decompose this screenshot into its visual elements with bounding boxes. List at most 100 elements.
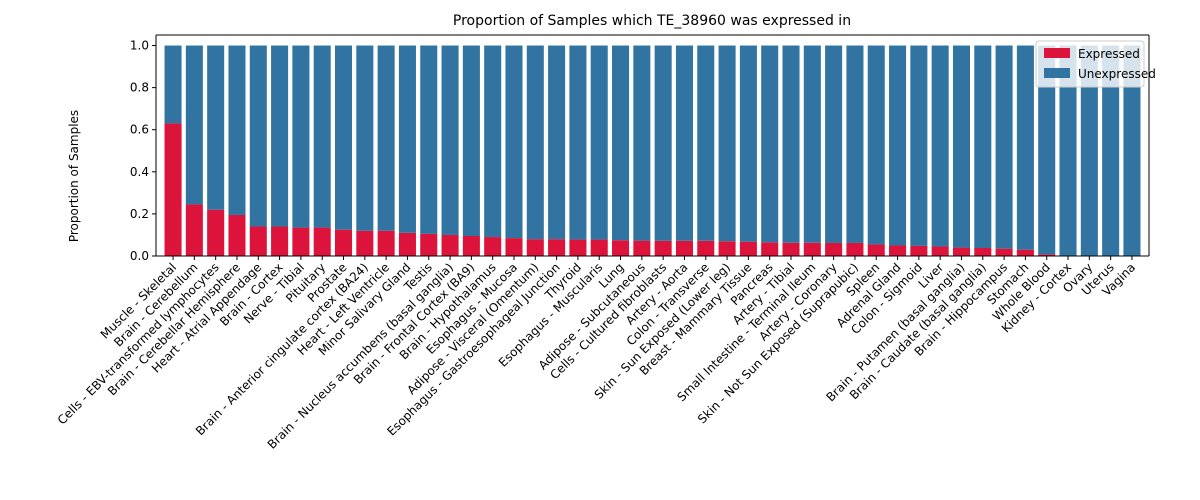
bar-unexpressed bbox=[739, 45, 757, 242]
bar-unexpressed bbox=[889, 45, 907, 246]
x-tick-label: Cells - EBV-transformed lymphocytes bbox=[55, 260, 222, 427]
bar-expressed bbox=[334, 229, 353, 256]
bar-unexpressed bbox=[846, 45, 864, 243]
legend-swatch bbox=[1044, 68, 1070, 78]
bar-expressed bbox=[952, 247, 971, 256]
bar-expressed bbox=[1038, 254, 1056, 256]
bar-expressed bbox=[207, 209, 225, 256]
y-tick-label: 0.8 bbox=[130, 81, 149, 95]
y-tick-label: 0.4 bbox=[130, 165, 149, 179]
chart-title: Proportion of Samples which TE_38960 was… bbox=[453, 13, 851, 29]
bar-unexpressed bbox=[185, 45, 203, 205]
bar-expressed bbox=[675, 240, 693, 256]
bar-unexpressed bbox=[548, 45, 566, 240]
bar-unexpressed bbox=[974, 45, 992, 249]
bar-unexpressed bbox=[654, 45, 672, 241]
bar-expressed bbox=[249, 226, 267, 256]
bar-expressed bbox=[803, 242, 821, 256]
bar-unexpressed bbox=[825, 45, 843, 243]
bar-expressed bbox=[377, 230, 395, 256]
bar-unexpressed bbox=[228, 45, 246, 215]
bar-expressed bbox=[313, 227, 331, 256]
bar-unexpressed bbox=[590, 45, 608, 240]
bar-expressed bbox=[931, 246, 949, 256]
bar-unexpressed bbox=[334, 45, 353, 230]
bar-unexpressed bbox=[1016, 45, 1034, 250]
bar-expressed bbox=[825, 242, 843, 256]
bar-unexpressed bbox=[910, 45, 928, 246]
bar-expressed bbox=[185, 204, 203, 256]
bar-expressed bbox=[995, 248, 1013, 256]
legend-label: Expressed bbox=[1078, 47, 1140, 61]
bar-unexpressed bbox=[697, 45, 715, 241]
bar-expressed bbox=[867, 244, 885, 256]
bar-unexpressed bbox=[1059, 45, 1077, 257]
bar-unexpressed bbox=[462, 45, 480, 237]
bar-unexpressed bbox=[356, 45, 374, 231]
bar-expressed bbox=[398, 232, 416, 256]
bar-expressed bbox=[739, 241, 757, 256]
bar-unexpressed bbox=[420, 45, 438, 234]
bar-unexpressed bbox=[1123, 45, 1141, 257]
bar-unexpressed bbox=[612, 45, 630, 241]
bar-expressed bbox=[548, 239, 566, 256]
bar-expressed bbox=[420, 233, 438, 256]
bar-unexpressed bbox=[1102, 45, 1120, 257]
bar-expressed bbox=[846, 242, 864, 256]
bar-expressed bbox=[356, 230, 374, 256]
bar-unexpressed bbox=[207, 45, 225, 210]
bar-expressed bbox=[526, 239, 544, 256]
bar-expressed bbox=[292, 227, 310, 256]
y-tick-label: 0.2 bbox=[130, 207, 149, 221]
bar-unexpressed bbox=[292, 45, 310, 228]
legend-swatch bbox=[1044, 48, 1070, 58]
bar-unexpressed bbox=[952, 45, 971, 248]
bar-expressed bbox=[761, 242, 779, 256]
bar-unexpressed bbox=[675, 45, 693, 241]
bar-expressed bbox=[697, 240, 715, 256]
bar-expressed bbox=[654, 240, 672, 256]
bar-unexpressed bbox=[633, 45, 651, 241]
bar-unexpressed bbox=[164, 45, 182, 124]
bar-unexpressed bbox=[441, 45, 459, 235]
bar-unexpressed bbox=[1038, 45, 1056, 255]
bar-unexpressed bbox=[803, 45, 821, 243]
bar-unexpressed bbox=[761, 45, 779, 243]
bar-expressed bbox=[271, 226, 289, 256]
bar-expressed bbox=[484, 237, 502, 256]
bar-unexpressed bbox=[377, 45, 395, 231]
bar-unexpressed bbox=[1080, 45, 1098, 257]
bar-unexpressed bbox=[569, 45, 587, 240]
bar-expressed bbox=[718, 241, 736, 256]
bar-expressed bbox=[462, 236, 480, 256]
bar-unexpressed bbox=[271, 45, 289, 227]
y-tick-label: 1.0 bbox=[130, 39, 149, 53]
bar-expressed bbox=[1016, 249, 1034, 256]
legend: Expressed Unexpressed bbox=[1035, 40, 1156, 88]
bar-expressed bbox=[441, 234, 459, 256]
bar-unexpressed bbox=[505, 45, 523, 239]
bar-expressed bbox=[910, 245, 928, 256]
bar-expressed bbox=[889, 245, 907, 256]
bar-unexpressed bbox=[782, 45, 800, 243]
bar-expressed bbox=[974, 248, 992, 256]
y-tick-label: 0.6 bbox=[130, 123, 149, 137]
legend-label: Unexpressed bbox=[1078, 67, 1156, 81]
y-tick-label: 0.0 bbox=[130, 249, 149, 263]
bar-unexpressed bbox=[931, 45, 949, 247]
bar-unexpressed bbox=[484, 45, 502, 238]
bar-expressed bbox=[782, 242, 800, 256]
bar-unexpressed bbox=[313, 45, 331, 228]
y-axis-label: Proportion of Samples bbox=[67, 110, 81, 242]
bar-unexpressed bbox=[867, 45, 885, 245]
bar-expressed bbox=[590, 239, 608, 256]
bar-expressed bbox=[505, 238, 523, 256]
bar-expressed bbox=[228, 214, 246, 256]
bar-unexpressed bbox=[718, 45, 736, 242]
bar-unexpressed bbox=[249, 45, 267, 227]
bar-unexpressed bbox=[526, 45, 544, 240]
bar-expressed bbox=[633, 240, 651, 256]
bar-expressed bbox=[612, 240, 630, 256]
